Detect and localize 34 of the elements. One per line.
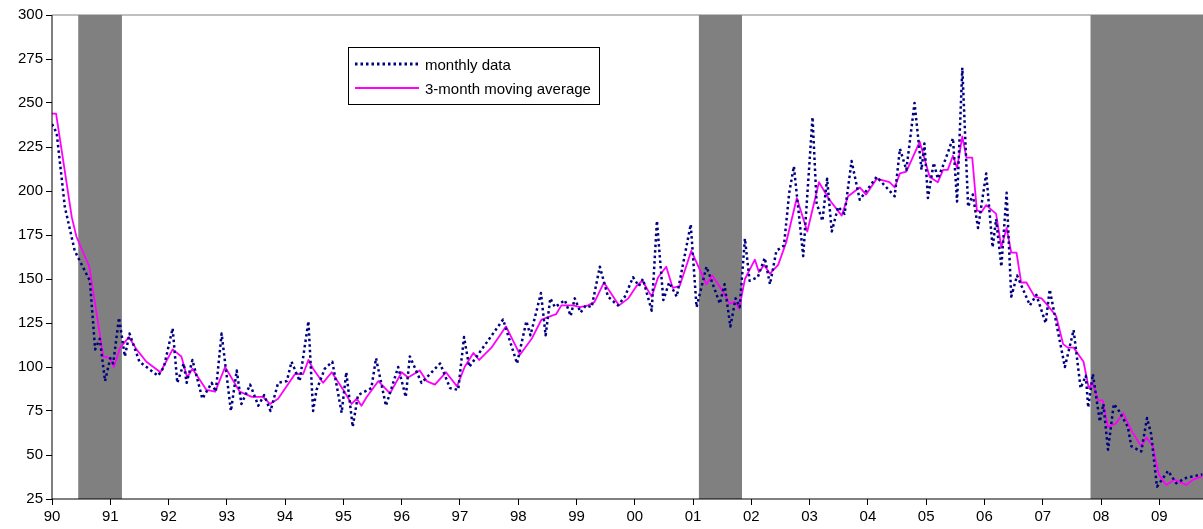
x-tick-label: 01 [684, 507, 702, 525]
y-tick-label: 300 [17, 5, 43, 23]
y-tick-label: 150 [17, 269, 43, 287]
y-tick-label: 50 [26, 445, 43, 463]
y-tick-label: 25 [26, 489, 43, 507]
x-tick-label: 92 [160, 507, 177, 525]
y-tick-label: 125 [17, 313, 43, 331]
x-tick-label: 99 [568, 507, 585, 525]
y-tick-label: 250 [17, 93, 43, 111]
x-tick-label: 98 [509, 507, 527, 525]
x-tick-label: 97 [451, 507, 469, 525]
x-tick-label: 06 [976, 507, 993, 525]
x-tick-label: 07 [1034, 507, 1052, 525]
x-tick-label: 95 [335, 507, 352, 525]
x-tick-label: 03 [801, 507, 818, 525]
y-tick-label: 100 [17, 357, 43, 375]
y-tick-label: 200 [17, 181, 43, 199]
x-tick-label: 00 [626, 507, 644, 525]
y-tick-label: 75 [26, 401, 43, 419]
y-tick-label: 275 [17, 49, 43, 67]
x-tick-label: 09 [1150, 507, 1168, 525]
x-tick-label: 02 [743, 507, 760, 525]
legend-label: 3-month moving average [425, 79, 591, 97]
x-tick-label: 94 [276, 507, 294, 525]
x-tick-label: 93 [218, 507, 236, 525]
y-tick-label: 225 [17, 137, 43, 155]
x-tick-label: 91 [101, 507, 119, 525]
x-tick-label: 04 [859, 507, 877, 525]
y-tick-label: 175 [17, 225, 43, 243]
x-tick-label: 90 [43, 507, 61, 525]
x-tick-label: 96 [393, 507, 411, 525]
legend-label: monthly data [425, 55, 511, 73]
x-tick-label: 05 [917, 507, 935, 525]
x-tick-label: 08 [1092, 507, 1110, 525]
